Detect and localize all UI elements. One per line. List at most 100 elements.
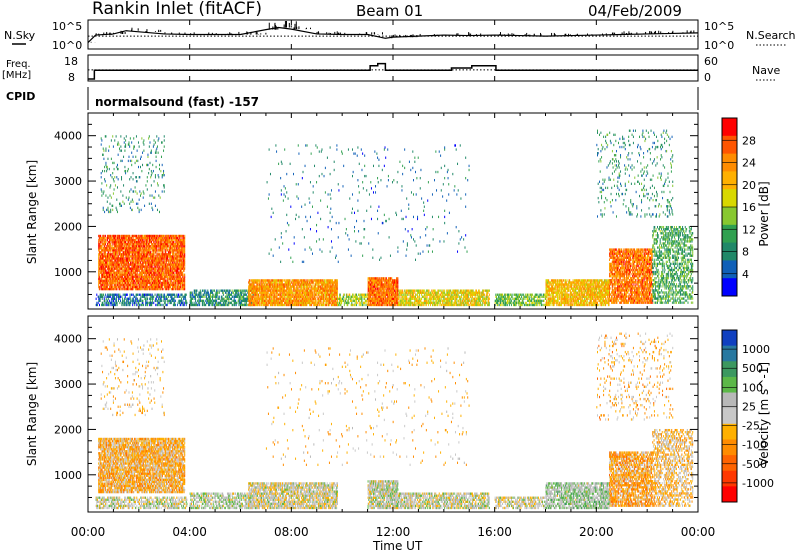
heatmap-cell	[118, 255, 119, 257]
heatmap-cell	[98, 284, 99, 286]
heatmap-cell	[217, 294, 218, 296]
heatmap-cell	[106, 241, 107, 243]
heatmap-cell	[100, 278, 101, 280]
heatmap-cell	[232, 300, 233, 302]
heatmap-cell	[121, 304, 122, 306]
heatmap-cell	[146, 263, 147, 265]
heatmap-cell	[99, 276, 100, 278]
heatmap-cell	[130, 261, 131, 263]
heatmap-cell	[132, 241, 133, 243]
heatmap-cell	[213, 289, 214, 291]
heatmap-cell	[112, 243, 113, 245]
heatmap-cell	[175, 286, 176, 288]
heatmap-cell	[108, 284, 109, 286]
heatmap-cell	[156, 298, 157, 300]
heatmap-cell	[110, 276, 111, 278]
heatmap-cell	[109, 257, 110, 259]
heatmap-cell	[117, 304, 118, 306]
heatmap-cell	[130, 296, 131, 298]
heatmap-cell	[268, 304, 269, 306]
heatmap-cell	[127, 294, 128, 296]
heatmap-cell	[148, 255, 149, 257]
heatmap-cell	[175, 300, 176, 302]
heatmap-cell	[166, 284, 167, 286]
heatmap-cell	[148, 241, 149, 243]
heatmap-cell	[152, 300, 153, 302]
heatmap-cell	[205, 296, 206, 298]
heatmap-cell	[277, 283, 278, 285]
heatmap-cell	[177, 304, 178, 306]
heatmap-cell	[135, 282, 136, 284]
heatmap-cell	[112, 272, 113, 274]
heatmap-cell	[102, 247, 103, 249]
heatmap-cell	[247, 304, 248, 306]
heatmap-cell	[165, 302, 166, 304]
heatmap-cell	[129, 272, 130, 274]
heatmap-cell	[144, 251, 145, 253]
heatmap-cell	[108, 263, 109, 265]
heatmap-cell	[222, 300, 223, 302]
heatmap-cell	[116, 239, 117, 241]
heatmap-cell	[141, 245, 142, 247]
heatmap-cell	[148, 265, 149, 267]
heatmap-cell	[258, 296, 259, 298]
heatmap-cell	[133, 237, 134, 239]
heatmap-cell	[209, 304, 210, 306]
heatmap-cell	[184, 245, 185, 247]
heatmap-cell	[121, 265, 122, 267]
heatmap-cell	[175, 247, 176, 249]
heatmap-cell	[135, 257, 136, 259]
heatmap-cell	[132, 274, 133, 276]
heatmap-cell	[300, 281, 301, 283]
heatmap-cell	[223, 294, 224, 296]
heatmap-cell	[304, 285, 305, 287]
heatmap-cell	[176, 294, 177, 296]
heatmap-cell	[229, 292, 230, 294]
heatmap-cell	[121, 263, 122, 265]
heatmap-cell	[179, 243, 180, 245]
heatmap-cell	[128, 261, 129, 263]
heatmap-cell	[125, 302, 126, 304]
heatmap-cell	[129, 235, 130, 237]
heatmap-cell	[255, 296, 256, 298]
heatmap-cell	[181, 300, 182, 302]
heatmap-cell	[184, 235, 185, 237]
heatmap-cell	[262, 283, 263, 285]
heatmap-cell	[297, 285, 298, 287]
heatmap-cell	[184, 251, 185, 253]
heatmap-cell	[169, 288, 170, 290]
heatmap-cell	[182, 274, 183, 276]
heatmap-cell	[120, 296, 121, 298]
heatmap-cell	[117, 267, 118, 269]
heatmap-cell	[142, 239, 143, 241]
heatmap-cell	[284, 304, 285, 306]
heatmap-cell	[146, 274, 147, 276]
heatmap-cell	[142, 267, 143, 269]
heatmap-cell	[103, 257, 104, 259]
heatmap-cell	[174, 296, 175, 298]
heatmap-cell	[249, 279, 250, 281]
heatmap-cell	[153, 302, 154, 304]
heatmap-cell	[106, 304, 107, 306]
heatmap-cell	[184, 298, 185, 300]
heatmap-cell	[106, 253, 107, 255]
freq-right-tick-bottom: 0	[704, 71, 711, 84]
heatmap-cell	[121, 282, 122, 284]
heatmap-cell	[104, 298, 105, 300]
heatmap-cell	[153, 298, 154, 300]
heatmap-cell	[177, 270, 178, 272]
heatmap-cell	[124, 304, 125, 306]
heatmap-cell	[223, 292, 224, 294]
heatmap-cell	[127, 304, 128, 306]
heatmap-cell	[180, 261, 181, 263]
heatmap-cell	[116, 288, 117, 290]
heatmap-cell	[226, 300, 227, 302]
heatmap-cell	[106, 302, 107, 304]
heatmap-cell	[182, 282, 183, 284]
heatmap-cell	[163, 272, 164, 274]
heatmap-cell	[173, 282, 174, 284]
heatmap-cell	[186, 300, 187, 302]
heatmap-cell	[156, 274, 157, 276]
heatmap-cell	[171, 249, 172, 251]
heatmap-cell	[212, 304, 213, 306]
